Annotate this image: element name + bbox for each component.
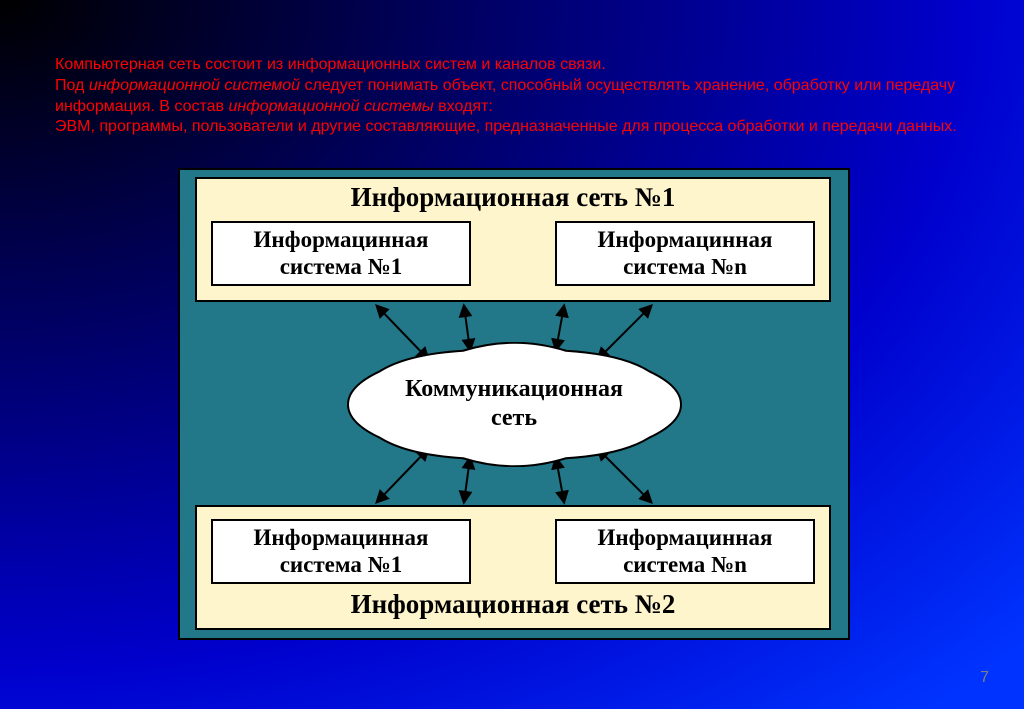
network-box-2: Информацинная система №1 Информацинная с… <box>195 505 831 630</box>
system-box-2-1: Информацинная система №1 <box>211 519 471 584</box>
body-text: Компьютерная сеть состоит из информацион… <box>55 55 975 138</box>
system-2-n-line2: система №n <box>557 552 813 578</box>
diagram-container: Информационная сеть №1 Информацинная сис… <box>178 168 850 640</box>
text-em-2: информационной системы <box>228 98 433 115</box>
network-2-title: Информационная сеть №2 <box>197 586 829 622</box>
text-line-2a: Под <box>55 77 89 94</box>
slide-number: 7 <box>980 669 989 687</box>
system-2-1-line2: система №1 <box>213 552 469 578</box>
cloud-box: Коммуникационная сеть <box>342 342 687 467</box>
text-line-1: Компьютерная сеть состоит из информацион… <box>55 56 606 73</box>
system-2-1-line1: Информацинная <box>213 525 469 551</box>
text-line-2c: входят: <box>434 98 493 115</box>
text-line-3: ЭВМ, программы, пользователи и другие со… <box>55 118 957 135</box>
cloud-line1: Коммуникационная <box>342 375 687 404</box>
system-box-2-n: Информацинная система №n <box>555 519 815 584</box>
system-2-n-line1: Информацинная <box>557 525 813 551</box>
text-em-1: информационной системой <box>89 77 300 94</box>
cloud-line2: сеть <box>342 404 687 433</box>
